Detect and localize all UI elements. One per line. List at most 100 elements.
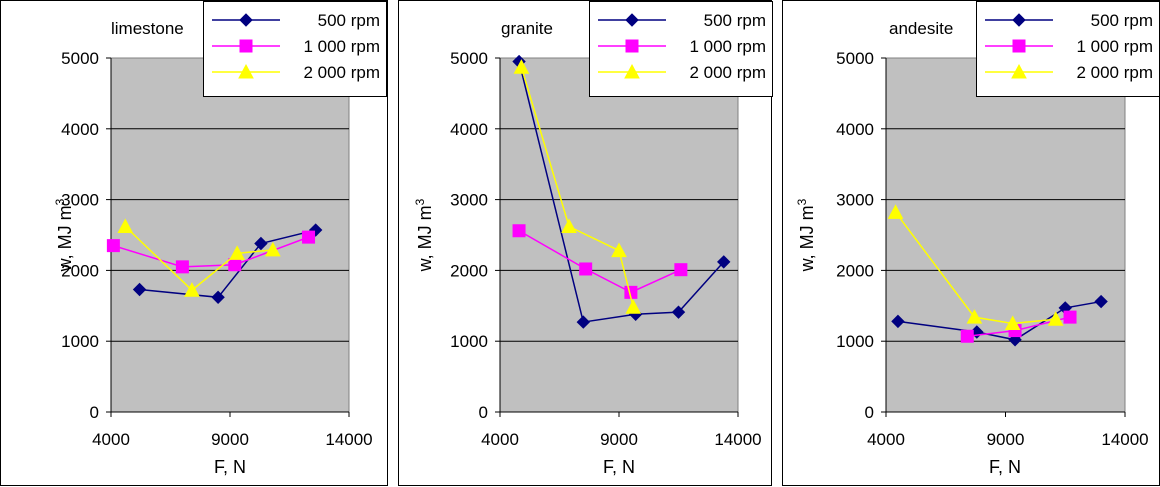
data-point-s2 <box>1047 311 1064 326</box>
y-tick-label: 2000 <box>450 261 488 280</box>
data-point-s1 <box>228 258 242 272</box>
data-point-s0 <box>1094 294 1108 309</box>
x-tick-label: 4000 <box>481 430 519 449</box>
y-tick-label: 4000 <box>450 120 488 139</box>
legend-marker <box>1012 13 1026 27</box>
y-axis-label: w, MJ m3 <box>413 198 435 272</box>
y-axis-label: w, MJ m3 <box>795 198 817 272</box>
data-point-s0 <box>891 314 905 329</box>
data-point-s1 <box>674 263 688 277</box>
y-tick-label: 2000 <box>61 261 99 280</box>
data-point-s2 <box>887 204 904 219</box>
legend: 500 rpm 1 000 rpm 2 000 rpm <box>589 1 773 97</box>
y-tick-label: 3000 <box>836 191 874 210</box>
x-tick-label: 4000 <box>92 430 130 449</box>
x-tick-label: 9000 <box>600 430 638 449</box>
panel-title: limestone <box>111 19 184 38</box>
data-point-s2 <box>184 282 200 297</box>
x-tick-label: 14000 <box>714 430 761 449</box>
y-tick-label: 5000 <box>450 49 488 68</box>
series-line-1 <box>518 230 682 294</box>
data-point-s2 <box>966 309 983 324</box>
x-tick-label: 9000 <box>211 430 249 449</box>
legend-label: 1 000 rpm <box>1076 37 1153 56</box>
data-point-s1 <box>302 230 316 244</box>
data-point-s2 <box>117 218 134 234</box>
data-point-s0 <box>717 255 731 269</box>
chart-svg: 0 1000 2000 3000 4000 5000 4000 9000 14000 grani… <box>413 19 762 477</box>
legend-marker <box>239 39 253 53</box>
data-point-s2 <box>611 242 627 258</box>
chart-panel-andesite: 0 1000 2000 3000 4000 5000 4000 9000 14000 andes… <box>782 0 1160 486</box>
legend-svg: 500 rpm 1 000 rpm 2 000 rpm <box>985 11 1153 82</box>
y-tick-label: 1000 <box>836 332 874 351</box>
y-tick-label: 4000 <box>61 120 99 139</box>
data-point-s1 <box>579 262 593 276</box>
x-axis-label: F, N <box>214 457 246 477</box>
y-axis-label: w, MJ m3 <box>53 198 75 272</box>
y-tick-label: 1000 <box>450 332 488 351</box>
data-point-s0 <box>211 290 225 305</box>
data-point-s0 <box>671 305 686 319</box>
data-point-s2 <box>1004 315 1021 330</box>
panel-title: granite <box>501 19 553 38</box>
data-point-s2 <box>229 245 245 260</box>
y-tick-label: 2000 <box>836 261 874 280</box>
legend-marker <box>1011 63 1027 79</box>
series-line-2 <box>894 211 1056 325</box>
legend-marker <box>624 63 640 79</box>
y-tick-label: 1000 <box>61 332 99 351</box>
data-point-s2 <box>561 218 577 234</box>
legend-marker <box>625 13 639 27</box>
legend-svg: 500 rpm 1 000 rpm 2 000 rpm <box>212 11 380 82</box>
data-point-s1 <box>1063 310 1077 324</box>
y-tick-label: 3000 <box>450 191 488 210</box>
data-point-s2 <box>625 299 642 314</box>
x-tick-label: 4000 <box>867 430 905 449</box>
y-tick-label: 4000 <box>836 120 874 139</box>
data-point-s1 <box>106 239 120 253</box>
chart-panel-limestone: 0 1000 2000 3000 4000 5000 4000 9000 14000 limes… <box>0 0 388 486</box>
legend-label: 500 rpm <box>318 11 380 30</box>
data-point-s0 <box>254 236 268 251</box>
y-tick-label: 0 <box>865 403 874 422</box>
data-point-s2 <box>513 59 530 74</box>
data-point-s1 <box>512 224 526 238</box>
legend-label: 2 000 rpm <box>1076 63 1153 82</box>
y-tick-label: 5000 <box>61 49 99 68</box>
x-axis-label: F, N <box>989 457 1021 477</box>
legend-marker <box>238 63 254 79</box>
data-point-s2 <box>265 241 281 257</box>
legend-label: 2 000 rpm <box>689 63 766 82</box>
plot-area <box>499 57 739 413</box>
x-axis-label: F, N <box>603 457 635 477</box>
data-point-s0 <box>132 282 147 297</box>
legend-label: 1 000 rpm <box>303 37 380 56</box>
data-point-s0 <box>576 315 591 329</box>
plot-area <box>885 57 1126 413</box>
data-point-s1 <box>175 260 189 274</box>
y-tick-label: 0 <box>90 403 99 422</box>
chart-svg: 0 1000 2000 3000 4000 5000 4000 9000 14000 andes… <box>795 19 1149 477</box>
legend-marker <box>239 13 253 27</box>
y-tick-label: 3000 <box>61 191 99 210</box>
legend-label: 500 rpm <box>704 11 766 30</box>
x-tick-label: 14000 <box>1101 430 1148 449</box>
chart-svg: 0 1000 2000 3000 4000 5000 4000 9000 14000 limes… <box>53 19 373 477</box>
legend-svg: 500 rpm 1 000 rpm 2 000 rpm <box>598 11 766 82</box>
legend: 500 rpm 1 000 rpm 2 000 rpm <box>976 1 1160 97</box>
y-tick-label: 5000 <box>836 49 874 68</box>
series-line-2 <box>520 66 635 308</box>
legend-marker <box>625 39 639 53</box>
series-line-2 <box>124 225 273 292</box>
legend: 500 rpm 1 000 rpm 2 000 rpm <box>203 1 387 97</box>
legend-label: 1 000 rpm <box>689 37 766 56</box>
x-tick-label: 9000 <box>987 430 1025 449</box>
chart-panel-granite: 0 1000 2000 3000 4000 5000 4000 9000 14000 grani… <box>398 0 773 486</box>
legend-label: 500 rpm <box>1091 11 1153 30</box>
data-point-s1 <box>960 329 974 343</box>
legend-label: 2 000 rpm <box>303 63 380 82</box>
panel-title: andesite <box>889 19 953 38</box>
x-tick-label: 14000 <box>325 430 372 449</box>
legend-marker <box>1012 39 1026 53</box>
